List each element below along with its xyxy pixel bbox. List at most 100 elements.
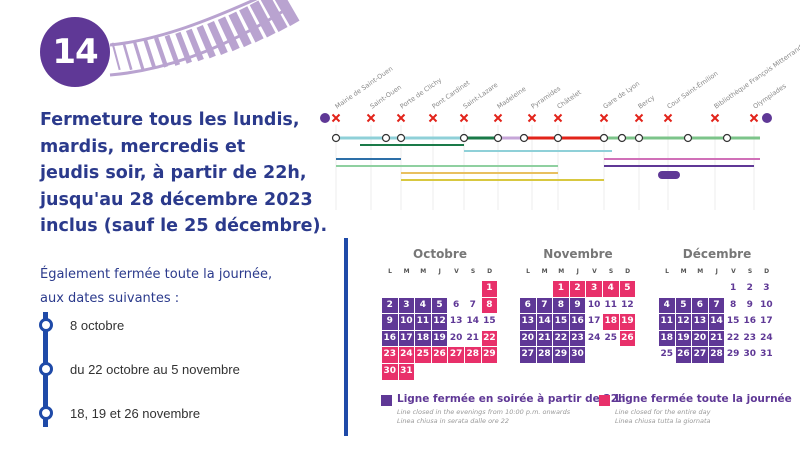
calendar-day: 8 (481, 297, 498, 314)
calendar-day: 13 (692, 314, 708, 330)
calendar-day: 15 (553, 314, 569, 330)
calendar-day: 4 (603, 281, 619, 297)
legend-full-it: Linea chiusa tutta la giornata (615, 417, 711, 425)
calendar-day: 23 (569, 330, 586, 347)
calendar-day: 13 (520, 314, 536, 330)
station-dot (634, 133, 644, 143)
x-icon (366, 113, 376, 123)
calendar-day: 26 (619, 330, 636, 347)
weekday-label: S (747, 268, 753, 275)
weekday-label: M (558, 268, 565, 275)
calendar-day: 10 (398, 314, 415, 330)
x-icon (749, 113, 759, 123)
calendar-day: 27 (520, 347, 536, 363)
intro-line: aux dates suivantes : (40, 291, 180, 306)
x-icon (599, 113, 609, 123)
weekday-label: L (526, 268, 530, 275)
rail-tie (185, 28, 204, 62)
calendar-day: 22 (481, 330, 498, 347)
calendar-day: 16 (743, 316, 757, 327)
station-dot (381, 133, 391, 143)
month-name: Novembre (543, 247, 613, 261)
weekday-label: V (731, 268, 736, 275)
rail-tie (196, 25, 216, 59)
x-icon (396, 113, 406, 123)
legend-full-label: Ligne fermée toute la journée (615, 393, 792, 405)
calendar-day: 7 (469, 299, 476, 310)
station-name: Bercy (637, 93, 657, 110)
x-icon (663, 113, 673, 123)
legend-evening-en: Line closed in the evenings from 10:00 p… (397, 408, 571, 416)
weekday-label: L (388, 268, 392, 275)
weekday-label: V (592, 268, 597, 275)
line-14-start-icon (320, 113, 330, 123)
timeline-item: 18, 19 et 26 novembre (70, 406, 201, 421)
calendar-day: 30 (743, 349, 757, 360)
weekday-label: M (697, 268, 704, 275)
calendar-day: 6 (520, 297, 536, 314)
rail-tie (143, 39, 157, 69)
x-icon (459, 113, 469, 123)
weekday-label: J (576, 268, 579, 275)
calendar-day: 6 (453, 299, 460, 310)
closure-headline: Fermeture tous les lundis, mardis, mercr… (40, 107, 340, 240)
calendar-day: 16 (382, 330, 398, 347)
rail-tie (217, 16, 240, 52)
calendar-day: 15 (726, 316, 740, 327)
weekday-label: S (608, 268, 614, 275)
calendar-day: 10 (587, 299, 601, 310)
calendar-day: 24 (760, 332, 773, 343)
station-dot (459, 133, 469, 143)
rail-tie (132, 40, 145, 70)
calendar-day: 15 (483, 316, 496, 327)
calendar-day: 24 (398, 347, 415, 363)
x-icon (428, 113, 438, 123)
rail-tie (271, 0, 300, 27)
calendar-day: 18 (659, 330, 675, 347)
calendar-day: 4 (415, 297, 431, 314)
divider (344, 238, 348, 436)
timeline-item: 8 octobre (70, 318, 125, 333)
calendar-day: 4 (659, 297, 675, 314)
calendar-day: 9 (746, 299, 753, 310)
calendar-day: 31 (760, 349, 773, 360)
bus-badge (658, 171, 680, 179)
calendar-day: 26 (431, 347, 448, 363)
rail-tie (260, 0, 288, 33)
legend-full-swatch (599, 395, 610, 406)
calendar-day: 17 (760, 316, 773, 327)
station-dot (519, 133, 529, 143)
weekday-label: M (420, 268, 427, 275)
calendar-day: 22 (726, 332, 740, 343)
legend-evening-label: Ligne fermée en soirée à partir de 22h (397, 393, 626, 405)
calendar-day: 28 (536, 347, 553, 363)
calendar-day: 17 (587, 316, 601, 327)
calendar-day: 19 (675, 330, 692, 347)
calendar-day: 14 (536, 314, 553, 330)
rail-tie (207, 20, 228, 56)
calendar-day: 27 (692, 347, 708, 363)
rail-tie (175, 31, 192, 64)
calendar-day: 2 (569, 281, 586, 297)
calendar-day: 25 (604, 332, 618, 343)
calendar-day: 30 (382, 364, 398, 380)
calendar-day: 21 (536, 330, 553, 347)
weekday-label: J (438, 268, 441, 275)
calendar-day: 17 (398, 330, 415, 347)
station-dot (331, 133, 341, 143)
headline-line: jusqu'au 28 décembre 2023 (40, 189, 313, 210)
full-day-intro: Également fermée toute la journée, aux d… (40, 263, 340, 311)
timeline-dot (38, 318, 53, 332)
station-dot (683, 133, 693, 143)
rail-tie (122, 41, 133, 71)
calendar-day: 5 (675, 297, 692, 314)
calendar-day: 14 (708, 314, 725, 330)
headline-line: jeudis soir, à partir de 22h, (40, 163, 307, 183)
calendar-day: 12 (675, 314, 692, 330)
line-14-badge: 14 (40, 17, 110, 87)
calendar-day: 27 (448, 347, 464, 363)
rail-tie (228, 11, 252, 48)
calendar-day: 1 (553, 281, 569, 297)
calendar-day: 31 (398, 364, 415, 380)
